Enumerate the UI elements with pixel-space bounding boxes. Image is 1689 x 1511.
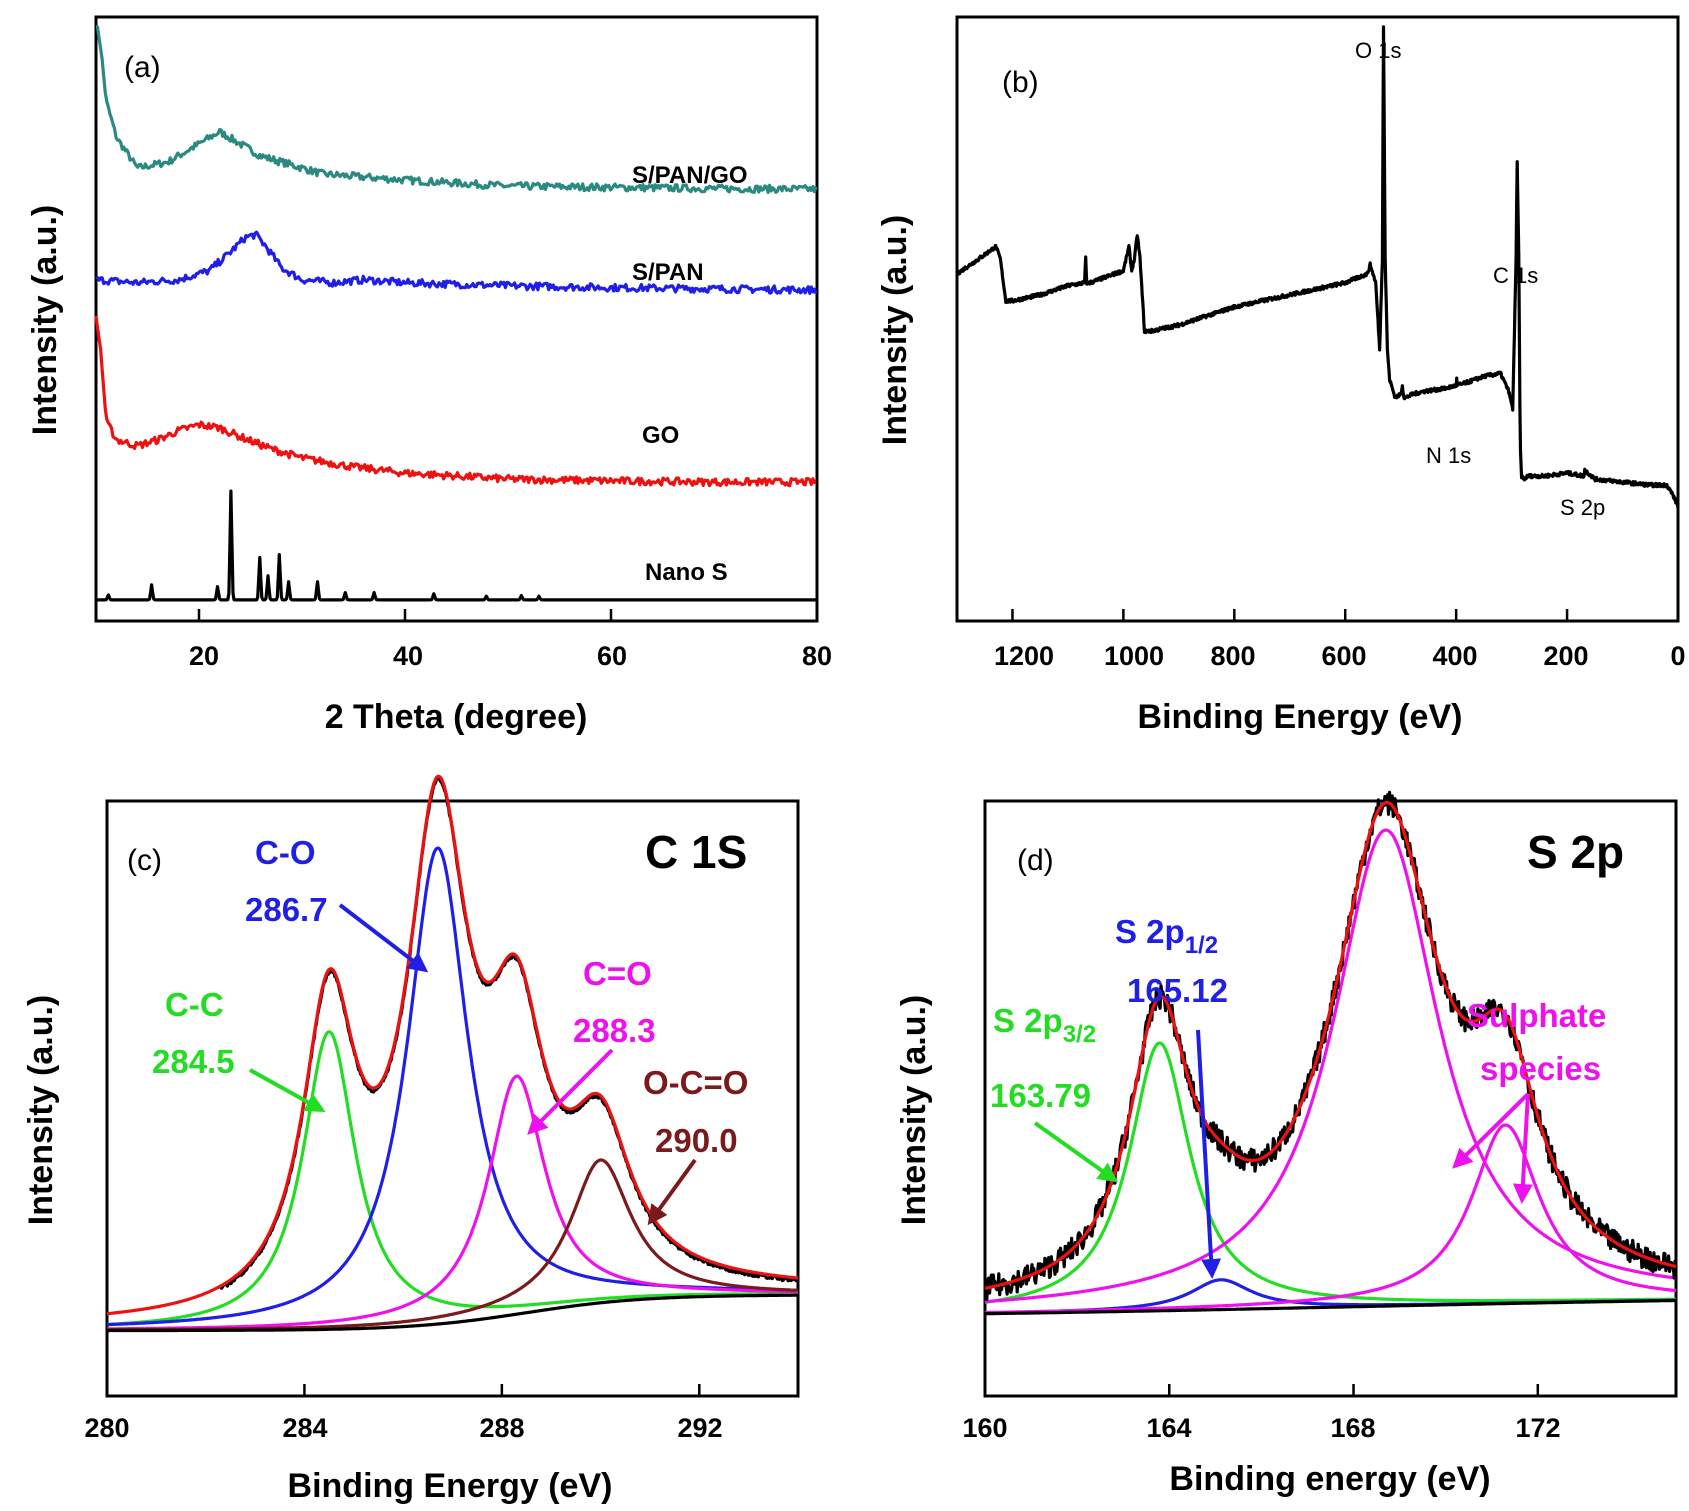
label-o1s: O 1s — [1355, 38, 1401, 63]
label-s2p-3-2-main: S 2p — [993, 1002, 1063, 1039]
panel-a-ylabel: Intensity (a.u.) — [26, 205, 64, 435]
background-c — [106, 1293, 799, 1333]
arrow-c-c — [249, 1068, 326, 1112]
panel-a-label: (a) — [124, 51, 161, 84]
label-s-pan-go: S/PAN/GO — [632, 162, 748, 189]
series-nano-s — [95, 489, 818, 602]
value-s2p-3-2: 163.79 — [990, 1077, 1091, 1114]
tick-c-284: 284 — [282, 1413, 327, 1443]
panel-d-title: S 2p — [1527, 826, 1624, 878]
label-s2p-1-2-main: S 2p — [1115, 913, 1185, 950]
panel-d-frame — [983, 799, 1678, 1398]
label-c-o: C-O — [255, 834, 316, 871]
envelope-d — [984, 800, 1677, 1290]
tick-c-280: 280 — [84, 1413, 129, 1443]
panel-d: (d) S 2p S 2p1/2 165.12 S 2p3/2 163.79 S… — [895, 790, 1678, 1498]
label-go: GO — [642, 422, 679, 449]
label-s2p-3-2: S 2p3/2 — [993, 1002, 1096, 1048]
series-s-pan — [95, 230, 818, 295]
tick-b-600: 600 — [1321, 641, 1366, 671]
panel-a-frame — [94, 15, 819, 623]
value-c-o: 286.7 — [245, 891, 328, 928]
panel-a-curves — [94, 25, 818, 602]
tick-d-164: 164 — [1146, 1413, 1191, 1443]
label-c-c: C-C — [165, 986, 224, 1023]
label-s2p: S 2p — [1560, 495, 1605, 520]
label-species: species — [1480, 1050, 1601, 1087]
label-s-pan: S/PAN — [632, 259, 704, 286]
label-c-dbl-o: C=O — [583, 955, 652, 992]
tick-b-200: 200 — [1543, 641, 1588, 671]
label-nano-s: Nano S — [645, 559, 728, 586]
value-c-c: 284.5 — [152, 1043, 235, 1080]
arrow-sulphate-2 — [1512, 1093, 1533, 1204]
arrow-sulphate-1 — [1452, 1092, 1530, 1169]
tick-a-80: 80 — [802, 641, 832, 671]
tick-a-20: 20 — [189, 641, 219, 671]
tick-b-800: 800 — [1210, 641, 1255, 671]
tick-d-172: 172 — [1515, 1413, 1560, 1443]
tick-b-0: 0 — [1670, 641, 1685, 671]
panel-b-label: (b) — [1002, 66, 1039, 99]
label-c1s: C 1s — [1493, 263, 1538, 288]
label-o-c-dbl-o: O-C=O — [643, 1064, 748, 1101]
tick-a-40: 40 — [393, 641, 423, 671]
label-s2p-1-2: S 2p1/2 — [1115, 913, 1218, 959]
tick-d-168: 168 — [1330, 1413, 1375, 1443]
component-d-1 — [984, 1041, 1677, 1304]
panel-b: (b) O 1s C 1s N 1s S 2p 1200 1000 800 60… — [876, 15, 1686, 736]
arrow-c-o — [338, 903, 429, 973]
panel-a-ticks — [197, 609, 819, 621]
label-s2p-1-2-sub: 1/2 — [1185, 932, 1218, 959]
component-d-4 — [984, 1123, 1677, 1315]
series-go — [94, 315, 817, 488]
series-s-pan-go — [95, 25, 818, 194]
panel-b-xlabel: Binding Energy (eV) — [1138, 698, 1463, 736]
tick-c-288: 288 — [479, 1413, 524, 1443]
label-n1s: N 1s — [1426, 443, 1471, 468]
panel-d-xlabel: Binding energy (eV) — [1169, 1460, 1490, 1498]
panel-d-label: (d) — [1017, 844, 1054, 877]
tick-b-1000: 1000 — [1104, 641, 1164, 671]
series-survey — [955, 25, 1680, 509]
panel-d-ticks — [983, 1384, 1540, 1396]
label-sulphate: Sulphate — [1467, 997, 1606, 1034]
tick-c-292: 292 — [677, 1413, 722, 1443]
panel-a: (a) S/PAN/GO S/PAN GO Nano S 20 40 60 80… — [26, 15, 832, 736]
panel-c-curves — [106, 774, 800, 1333]
panel-c-ticks — [105, 1384, 701, 1396]
background-d — [984, 1298, 1677, 1316]
panel-b-ylabel: Intensity (a.u.) — [876, 215, 914, 445]
panel-d-curves — [983, 790, 1678, 1316]
panel-d-ylabel: Intensity (a.u.) — [895, 995, 933, 1225]
panel-b-frame — [955, 15, 1680, 623]
tick-b-400: 400 — [1432, 641, 1477, 671]
tick-a-60: 60 — [597, 641, 627, 671]
arrow-o-c-dbl-o — [647, 1158, 697, 1226]
component-c-3 — [106, 1074, 799, 1331]
panel-c-label: (c) — [127, 844, 162, 877]
tick-b-1200: 1200 — [994, 641, 1054, 671]
panel-c-frame — [105, 799, 800, 1398]
panel-a-xlabel: 2 Theta (degree) — [325, 698, 588, 736]
panel-c: (c) C 1S C-O 286.7 C-C 284.5 C=O 288.3 O… — [22, 774, 800, 1505]
arrow-s2p-1-2 — [1196, 1029, 1222, 1279]
value-o-c-dbl-o: 290.0 — [655, 1122, 738, 1159]
arrow-s2p-3-2 — [1033, 1121, 1119, 1183]
value-c-dbl-o: 288.3 — [573, 1012, 656, 1049]
panel-b-ticks — [1011, 609, 1680, 621]
component-d-3 — [984, 828, 1677, 1304]
panel-c-xlabel: Binding Energy (eV) — [288, 1467, 613, 1505]
panel-c-title: C 1S — [645, 826, 747, 878]
tick-d-160: 160 — [962, 1413, 1007, 1443]
envelope-c — [106, 774, 799, 1316]
arrow-c-dbl-o — [527, 1048, 614, 1135]
panel-b-curves — [955, 25, 1680, 509]
label-s2p-3-2-sub: 3/2 — [1063, 1021, 1096, 1048]
component-c-1 — [106, 1030, 799, 1326]
panel-c-ylabel: Intensity (a.u.) — [22, 995, 60, 1225]
value-s2p-1-2: 165.12 — [1127, 972, 1228, 1009]
